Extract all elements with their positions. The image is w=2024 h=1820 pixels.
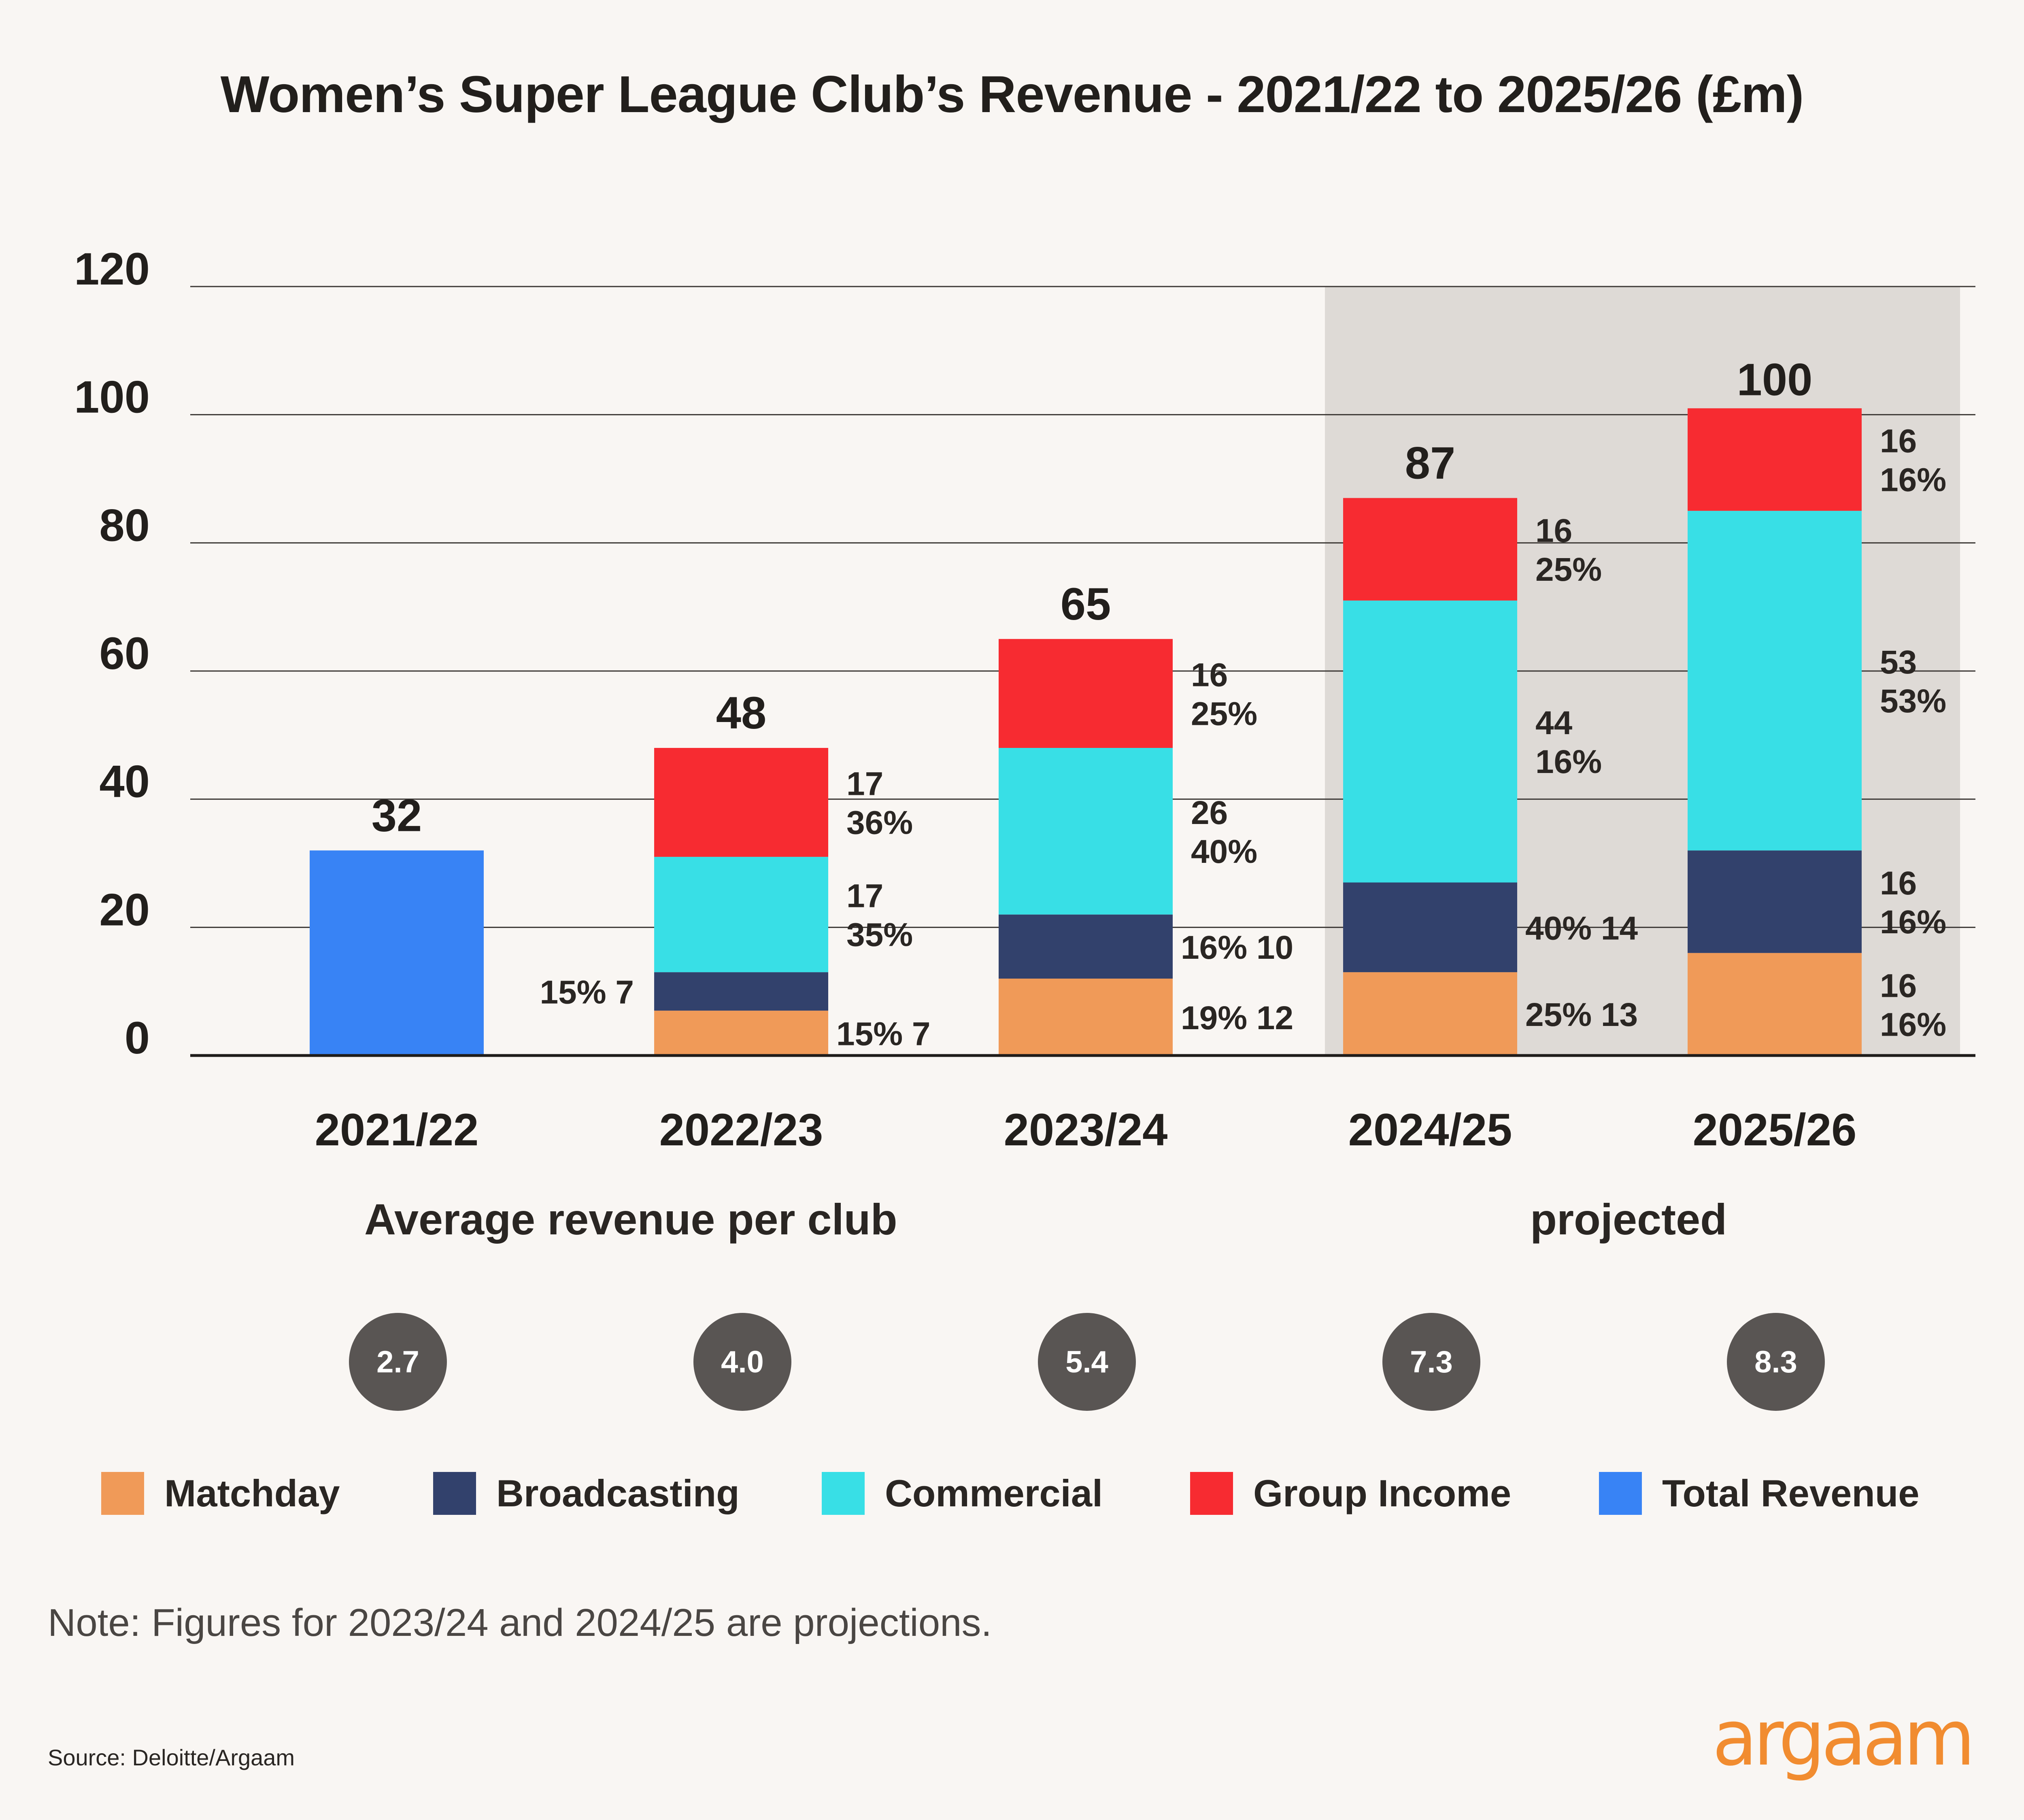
x-tick-label: 2025/26	[1693, 1104, 1857, 1155]
y-tick-label: 0	[125, 1013, 150, 1063]
segment-label: 16	[1880, 967, 1917, 1004]
bar-segment-broadcasting	[654, 972, 828, 1011]
x-tick-label: 2022/23	[659, 1104, 823, 1155]
bar-segment-group-income	[999, 639, 1173, 748]
legend-item-broadcasting: Broadcasting	[433, 1469, 740, 1518]
segment-label: 53	[1880, 644, 1917, 681]
footnote: Note: Figures for 2023/24 and 2024/25 ar…	[48, 1601, 992, 1644]
source-credit: Source: Deloitte/Argaam	[48, 1745, 295, 1770]
segment-label: 16	[1880, 423, 1917, 460]
legend-label: Broadcasting	[496, 1472, 740, 1514]
legend-swatch	[101, 1472, 144, 1515]
x-tick-label: 2024/25	[1348, 1104, 1512, 1155]
segment-label: 25% 13	[1525, 996, 1638, 1033]
segment-label: 19% 12	[1181, 1000, 1293, 1036]
segment-label: 44	[1535, 705, 1573, 741]
legend-label: Matchday	[164, 1472, 340, 1514]
y-tick-label: 120	[74, 244, 150, 294]
bar-total-labels: 32 48 65 87 100	[372, 355, 1813, 841]
bar-segment-matchday	[999, 979, 1173, 1055]
segment-label: 17	[846, 766, 883, 803]
legend-label: Commercial	[885, 1472, 1103, 1514]
bar-segment-group-income	[654, 748, 828, 857]
segment-label: 53%	[1880, 683, 1946, 720]
segment-label: 40% 14	[1525, 910, 1638, 947]
bar-segment-matchday	[654, 1011, 828, 1055]
avg-revenue-circle: 2.7	[349, 1313, 447, 1411]
segment-label: 35%	[846, 917, 913, 954]
legend-item-commercial: Commercial	[822, 1469, 1103, 1518]
bar-segment-matchday	[1688, 953, 1862, 1055]
avg-revenue-circle: 7.3	[1382, 1313, 1480, 1411]
segment-label: 16%	[1880, 462, 1946, 499]
y-axis-ticks: 0 20 40 60 80 100 120	[74, 244, 150, 1063]
y-tick-label: 60	[99, 628, 150, 679]
legend-label: Group Income	[1253, 1472, 1512, 1514]
avg-revenue-circle: 5.4	[1038, 1313, 1136, 1411]
segment-label: 36%	[846, 805, 913, 841]
bar-total-label: 65	[1061, 579, 1111, 629]
segment-label: 16%	[1880, 1006, 1946, 1043]
segment-label: 16	[1535, 512, 1572, 549]
y-tick-label: 40	[99, 756, 150, 807]
x-tick-label: 2021/22	[315, 1104, 479, 1155]
bar-segment-broadcasting	[1343, 882, 1517, 973]
segment-label: 17	[846, 878, 883, 915]
segment-label: 16%	[1880, 904, 1946, 941]
bar-segment-commercial	[999, 748, 1173, 915]
avg-revenue-value: 4.0	[721, 1344, 764, 1379]
x-tick-label: 2023/24	[1004, 1104, 1168, 1155]
avg-revenue-value: 2.7	[376, 1344, 419, 1379]
avg-revenue-circle: 8.3	[1727, 1313, 1825, 1411]
bar-segment-total-revenue	[310, 850, 484, 1055]
segment-label: 25%	[1191, 695, 1257, 732]
legend-swatch	[822, 1472, 865, 1515]
legend-swatch	[1599, 1472, 1642, 1515]
legend-swatch	[1190, 1472, 1233, 1515]
legend-item-total-revenue: Total Revenue	[1599, 1469, 1920, 1518]
segment-label: 15% 7	[836, 1016, 931, 1053]
segment-label: 15% 7	[540, 974, 634, 1011]
legend-label: Total Revenue	[1662, 1472, 1920, 1514]
legend-swatch	[433, 1472, 476, 1515]
bar-segment-broadcasting	[1688, 850, 1862, 953]
legend: Matchday Broadcasting Commercial Group I…	[101, 1469, 2004, 1518]
bar-segment-broadcasting	[999, 914, 1173, 979]
average-revenue-label: Average revenue per club	[364, 1195, 897, 1244]
bar-segment-matchday	[1343, 972, 1517, 1055]
segment-label: 16	[1880, 865, 1917, 902]
avg-revenue-circle: 4.0	[693, 1313, 791, 1411]
y-tick-label: 80	[99, 500, 150, 550]
bar-segment-group-income	[1688, 408, 1862, 511]
bar-segment-commercial	[1343, 600, 1517, 883]
legend-item-matchday: Matchday	[101, 1469, 340, 1518]
argaam-logo: argaam	[1712, 1704, 1975, 1783]
projected-label: projected	[1530, 1195, 1727, 1244]
bar-segment-group-income	[1343, 498, 1517, 601]
chart-title: Women’s Super League Club’s Revenue - 20…	[220, 66, 1804, 123]
bars	[310, 408, 1862, 1055]
segment-label: 26	[1191, 794, 1228, 831]
avg-revenue-value: 8.3	[1754, 1344, 1797, 1379]
segment-label: 16%	[1535, 743, 1602, 780]
segment-label: 16% 10	[1181, 929, 1293, 966]
y-tick-label: 100	[74, 372, 150, 423]
bar-total-label: 32	[372, 790, 422, 841]
avg-revenue-value: 5.4	[1065, 1344, 1108, 1379]
bar-total-label: 100	[1737, 355, 1813, 405]
avg-revenue-value: 7.3	[1410, 1344, 1453, 1379]
logo-wordmark: argaam	[1712, 1704, 1971, 1783]
y-tick-label: 20	[99, 884, 150, 935]
x-axis-ticks: 2021/22 2022/23 2023/24 2024/25 2025/26	[315, 1104, 1857, 1155]
legend-item-group-income: Group Income	[1190, 1469, 1511, 1518]
bar-total-label: 87	[1405, 438, 1456, 488]
bar-total-label: 48	[716, 688, 767, 738]
segment-label: 40%	[1191, 833, 1257, 870]
bar-segment-commercial	[1688, 511, 1862, 851]
segment-label: 25%	[1535, 551, 1602, 588]
segment-label: 16	[1191, 656, 1228, 693]
bar-segment-commercial	[654, 857, 828, 973]
